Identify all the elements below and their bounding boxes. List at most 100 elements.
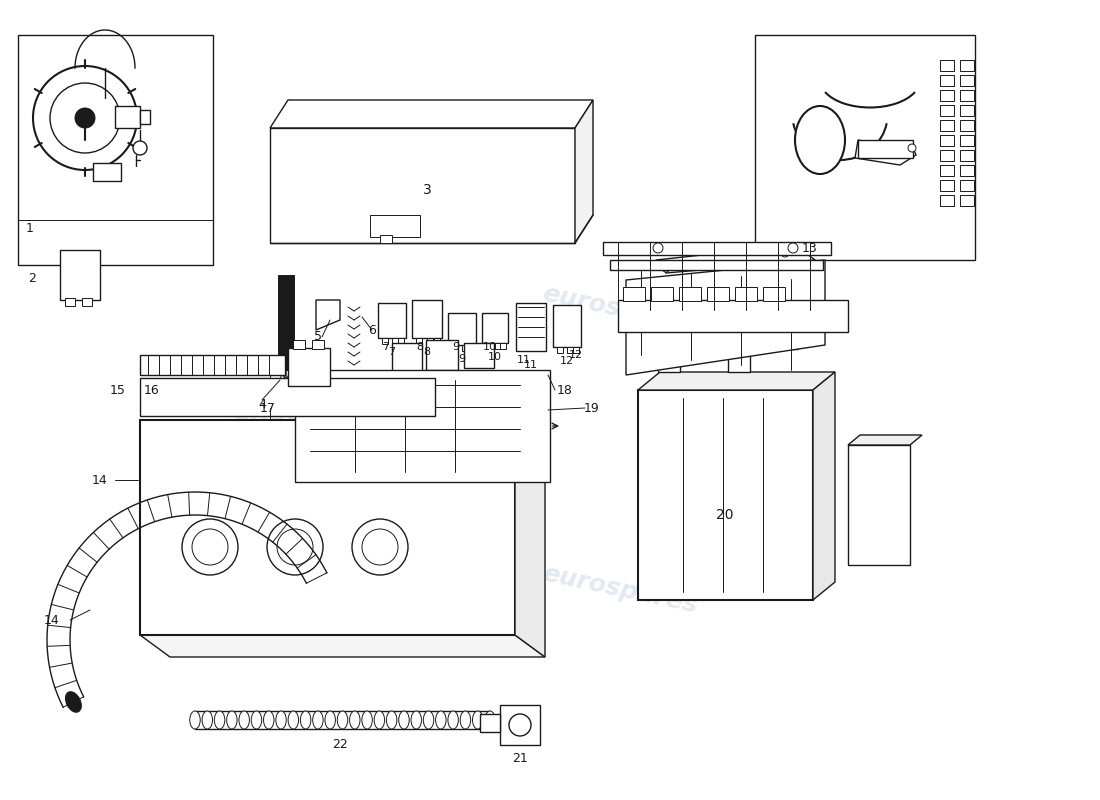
Ellipse shape bbox=[424, 711, 433, 729]
Ellipse shape bbox=[214, 711, 224, 729]
Bar bbox=[486, 343, 492, 349]
Bar bbox=[140, 420, 515, 635]
Ellipse shape bbox=[398, 711, 409, 729]
Bar bbox=[448, 313, 476, 345]
Bar bbox=[295, 370, 550, 482]
Bar bbox=[618, 300, 848, 332]
Bar bbox=[500, 343, 506, 349]
Text: 7: 7 bbox=[383, 342, 389, 352]
Bar bbox=[434, 338, 440, 344]
Bar bbox=[653, 334, 798, 349]
Bar bbox=[940, 60, 954, 71]
Circle shape bbox=[182, 519, 238, 575]
Bar bbox=[140, 378, 434, 416]
Bar bbox=[480, 714, 501, 732]
Bar bbox=[468, 345, 474, 351]
Ellipse shape bbox=[324, 711, 336, 729]
Bar bbox=[140, 110, 150, 124]
Bar bbox=[960, 195, 974, 206]
Bar bbox=[82, 298, 92, 306]
Bar bbox=[426, 340, 458, 370]
Text: 16: 16 bbox=[144, 383, 159, 397]
Bar bbox=[720, 320, 732, 334]
Text: 4: 4 bbox=[258, 398, 266, 411]
Polygon shape bbox=[813, 372, 835, 600]
Circle shape bbox=[663, 344, 675, 356]
Bar bbox=[553, 305, 581, 347]
Bar bbox=[566, 347, 573, 353]
Text: 6: 6 bbox=[368, 323, 376, 337]
Text: 21: 21 bbox=[513, 751, 528, 765]
Bar bbox=[18, 35, 213, 265]
Bar bbox=[392, 343, 422, 371]
Text: 10: 10 bbox=[488, 352, 502, 362]
Polygon shape bbox=[848, 435, 922, 445]
Bar bbox=[940, 135, 954, 146]
Polygon shape bbox=[610, 260, 823, 270]
Text: 13: 13 bbox=[802, 242, 818, 254]
Bar bbox=[940, 180, 954, 191]
Text: 2: 2 bbox=[29, 271, 36, 285]
Bar bbox=[378, 303, 406, 338]
Ellipse shape bbox=[227, 711, 238, 729]
Bar bbox=[858, 140, 913, 158]
Text: eurospares: eurospares bbox=[540, 562, 700, 618]
Text: 9: 9 bbox=[452, 342, 460, 352]
Circle shape bbox=[133, 141, 147, 155]
Bar bbox=[768, 320, 779, 334]
Bar bbox=[704, 320, 715, 334]
Bar bbox=[940, 195, 954, 206]
Bar bbox=[735, 287, 757, 301]
Bar bbox=[398, 338, 404, 344]
Bar bbox=[288, 348, 330, 386]
Bar bbox=[278, 275, 294, 370]
Bar bbox=[427, 338, 433, 344]
Bar bbox=[736, 320, 747, 334]
Bar bbox=[960, 120, 974, 131]
Bar bbox=[60, 250, 100, 300]
Bar bbox=[960, 165, 974, 176]
Ellipse shape bbox=[338, 711, 348, 729]
Ellipse shape bbox=[65, 692, 81, 712]
Polygon shape bbox=[575, 100, 593, 243]
Circle shape bbox=[362, 529, 398, 565]
Text: 18: 18 bbox=[557, 383, 573, 397]
Bar bbox=[728, 354, 750, 372]
Ellipse shape bbox=[264, 711, 274, 729]
Text: 9: 9 bbox=[459, 354, 465, 364]
Bar bbox=[940, 90, 954, 101]
Bar bbox=[140, 355, 285, 375]
Bar bbox=[658, 354, 680, 372]
Circle shape bbox=[781, 249, 789, 257]
Circle shape bbox=[662, 264, 670, 272]
Bar bbox=[500, 705, 540, 745]
Bar bbox=[412, 300, 442, 338]
Polygon shape bbox=[638, 372, 835, 390]
Polygon shape bbox=[316, 300, 340, 330]
Circle shape bbox=[653, 243, 663, 253]
Text: 5: 5 bbox=[314, 330, 322, 343]
Bar bbox=[752, 320, 763, 334]
Text: 11: 11 bbox=[524, 360, 538, 370]
Circle shape bbox=[788, 243, 798, 253]
Bar bbox=[462, 345, 468, 351]
Bar bbox=[960, 90, 974, 101]
Bar bbox=[370, 215, 420, 237]
Ellipse shape bbox=[411, 711, 421, 729]
Text: 17: 17 bbox=[260, 402, 276, 414]
Ellipse shape bbox=[202, 711, 212, 729]
Bar bbox=[688, 320, 698, 334]
Polygon shape bbox=[603, 242, 830, 255]
Text: 3: 3 bbox=[422, 183, 431, 197]
Circle shape bbox=[733, 344, 745, 356]
Bar bbox=[940, 75, 954, 86]
Text: 8: 8 bbox=[417, 342, 424, 352]
Text: 10: 10 bbox=[483, 342, 497, 352]
Bar bbox=[651, 287, 673, 301]
Text: 1: 1 bbox=[26, 222, 34, 234]
Ellipse shape bbox=[436, 711, 447, 729]
Bar bbox=[960, 150, 974, 161]
Polygon shape bbox=[270, 100, 593, 128]
Ellipse shape bbox=[473, 711, 483, 729]
Bar bbox=[312, 340, 324, 349]
